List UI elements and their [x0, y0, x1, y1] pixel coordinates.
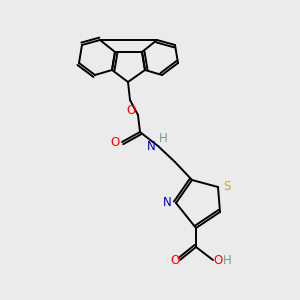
Text: O: O [213, 254, 223, 268]
Text: O: O [170, 254, 180, 268]
Text: H: H [223, 254, 231, 268]
Text: N: N [147, 140, 155, 152]
Text: S: S [223, 181, 231, 194]
Text: N: N [163, 196, 171, 209]
Text: O: O [110, 136, 120, 148]
Text: H: H [159, 133, 167, 146]
Text: O: O [126, 104, 136, 118]
